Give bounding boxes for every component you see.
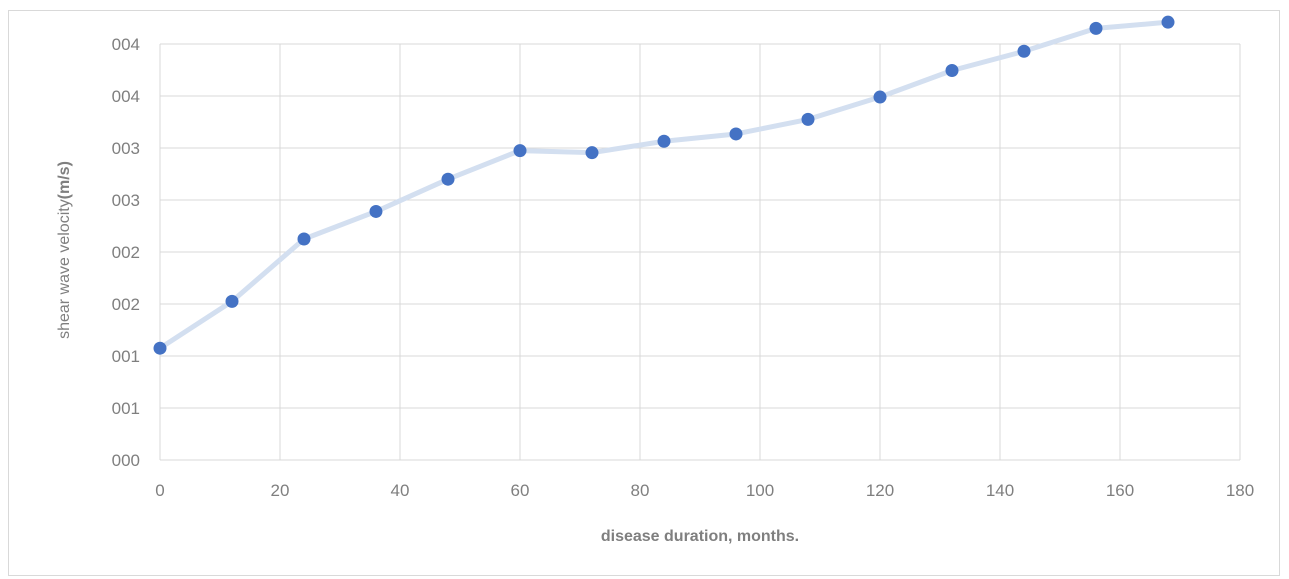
data-point bbox=[729, 127, 743, 141]
y-axis-title: shear wave velocity(m/s) bbox=[56, 161, 73, 339]
series-line bbox=[157, 19, 1171, 351]
data-point bbox=[441, 172, 455, 186]
y-axis-tick-labels: 000 001 001 002 002 003 003 004 004 bbox=[112, 35, 140, 470]
x-axis-title: disease duration, months. bbox=[601, 528, 799, 545]
data-point bbox=[153, 341, 167, 355]
y-tick-label: 004 bbox=[112, 87, 140, 106]
x-tick-label: 120 bbox=[866, 481, 894, 500]
data-point bbox=[1017, 44, 1031, 58]
y-tick-label: 004 bbox=[112, 35, 140, 54]
x-tick-label: 100 bbox=[746, 481, 774, 500]
data-point bbox=[369, 204, 383, 218]
x-tick-label: 40 bbox=[391, 481, 410, 500]
data-point bbox=[1089, 21, 1103, 35]
data-point bbox=[585, 146, 599, 160]
y-tick-label: 001 bbox=[112, 347, 140, 366]
y-tick-label: 002 bbox=[112, 243, 140, 262]
grid-lines bbox=[159, 43, 1241, 461]
x-axis-tick-labels: 0 20 40 60 80 100 120 140 160 180 bbox=[155, 481, 1254, 500]
y-tick-label: 003 bbox=[112, 191, 140, 210]
chart-frame bbox=[8, 10, 1280, 576]
y-tick-label: 003 bbox=[112, 139, 140, 158]
y-axis-title-unit: (m/s) bbox=[56, 161, 73, 199]
x-tick-label: 60 bbox=[511, 481, 530, 500]
y-tick-label: 002 bbox=[112, 295, 140, 314]
x-tick-label: 0 bbox=[155, 481, 164, 500]
data-point bbox=[873, 90, 887, 104]
data-point bbox=[225, 294, 239, 308]
y-axis-title-text: shear wave velocity bbox=[56, 199, 73, 339]
y-tick-label: 001 bbox=[112, 399, 140, 418]
x-tick-label: 20 bbox=[271, 481, 290, 500]
data-point bbox=[297, 232, 311, 246]
data-point bbox=[1161, 15, 1175, 29]
data-point bbox=[801, 112, 815, 126]
x-tick-label: 140 bbox=[986, 481, 1014, 500]
data-point bbox=[657, 134, 671, 148]
x-tick-label: 180 bbox=[1226, 481, 1254, 500]
data-series bbox=[153, 15, 1175, 355]
x-tick-label: 160 bbox=[1106, 481, 1134, 500]
data-point bbox=[945, 64, 959, 78]
y-tick-label: 000 bbox=[112, 451, 140, 470]
x-tick-label: 80 bbox=[631, 481, 650, 500]
data-point bbox=[513, 144, 527, 158]
